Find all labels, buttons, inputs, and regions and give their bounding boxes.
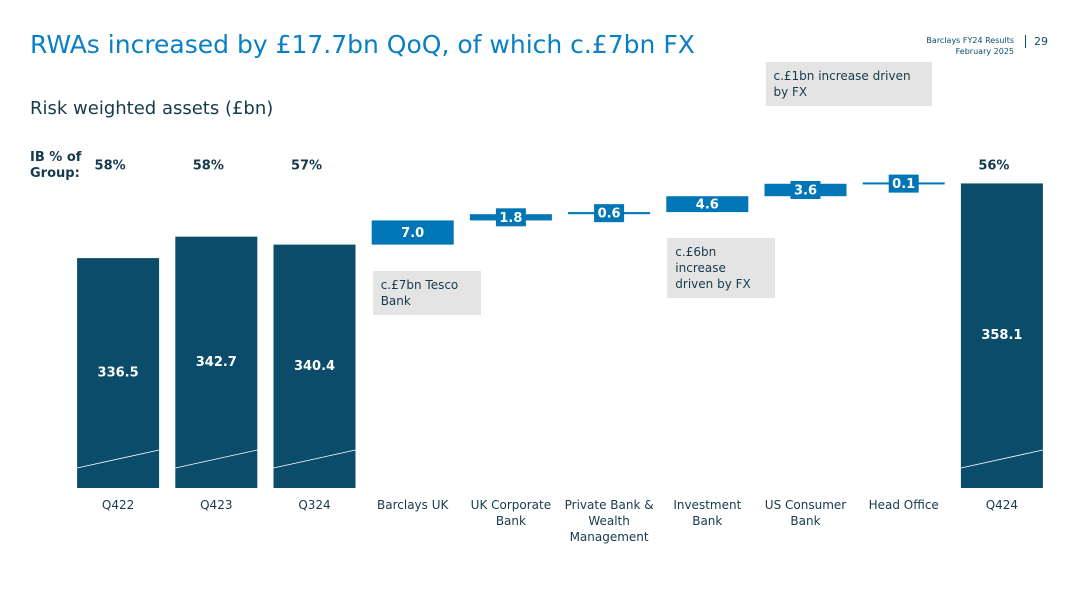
annotation: c.£7bn Tesco Bank: [372, 270, 481, 315]
value-label-box: [495, 208, 526, 227]
value-label: 0.6: [598, 207, 621, 222]
value-label-box: [888, 174, 919, 193]
x-tick-label: Barclays UK: [377, 498, 449, 512]
report-date: February 2025: [955, 47, 1014, 56]
bar: [960, 183, 1043, 488]
chart-title: RWAs increased by £17.7bn QoQ, of which …: [30, 30, 695, 59]
annotation: c.£1bn increase driven by FX: [765, 61, 932, 106]
value-label: 7.0: [401, 226, 424, 241]
x-tick-label: Q424: [985, 498, 1019, 512]
bar: [666, 196, 749, 213]
ib-share: 56%: [978, 159, 1009, 174]
value-label: 1.8: [499, 211, 522, 226]
page-number: 29: [1025, 35, 1048, 48]
bar: [77, 258, 160, 488]
ib-share: 58%: [193, 159, 224, 174]
value-label-box: [790, 180, 821, 199]
value-label: 358.1: [981, 328, 1022, 343]
ib-share: 57%: [291, 159, 322, 174]
annotation: c.£6bn increase driven by FX: [667, 238, 776, 299]
x-tick-label: UK Corporate Bank: [470, 498, 552, 528]
x-tick-label: Q423: [200, 498, 233, 512]
axis-break: [175, 449, 258, 469]
x-tick-label: Head Office: [868, 498, 939, 512]
chart-subtitle: Risk weighted assets (£bn): [30, 98, 274, 119]
bar: [371, 220, 454, 245]
value-label-box: [594, 204, 625, 223]
value-label: 3.6: [794, 183, 817, 198]
value-label: 4.6: [696, 198, 719, 213]
ib-share-label: IB % of Group:: [30, 150, 82, 181]
axis-break: [960, 449, 1043, 469]
ib-share: 58%: [95, 159, 126, 174]
value-label: 0.1: [892, 177, 915, 192]
axis-break: [273, 449, 356, 469]
x-tick-label: Private Bank & Wealth Management: [564, 498, 654, 544]
x-tick-label: Q422: [101, 498, 135, 512]
axis-break: [77, 449, 160, 469]
value-label: 340.4: [294, 359, 335, 374]
value-label: 336.5: [98, 366, 139, 381]
bar: [175, 236, 258, 488]
report-name: Barclays FY24 Results: [926, 36, 1014, 45]
bar: [273, 244, 356, 488]
x-tick-label: Q324: [298, 498, 331, 512]
x-tick-label: US Consumer Bank: [764, 498, 847, 528]
x-tick-label: Investment Bank: [673, 498, 742, 528]
value-label: 342.7: [196, 355, 237, 370]
